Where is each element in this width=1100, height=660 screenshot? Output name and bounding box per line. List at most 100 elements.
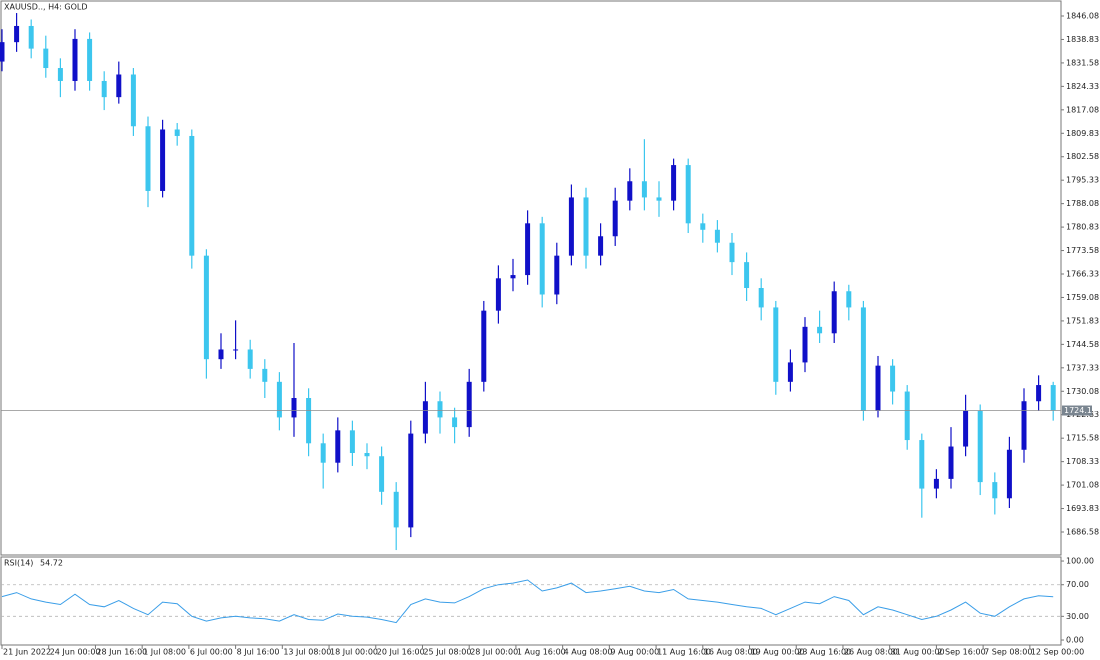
candle-body [379, 456, 385, 492]
candle-body [773, 307, 779, 382]
candle-body [320, 443, 326, 463]
y-tick-label: 100.00 [1066, 557, 1094, 566]
candle-body [101, 80, 107, 98]
candle-body [57, 68, 63, 81]
candle-body [510, 275, 516, 279]
candle-body [145, 126, 151, 191]
candle-body [802, 326, 808, 363]
candle-body [685, 165, 691, 224]
x-tick-label: 16 Aug 08:00 [704, 648, 758, 657]
candle-body [554, 255, 560, 295]
last-price-label: 1724.13 [1064, 406, 1097, 415]
candle-body [1050, 385, 1056, 411]
candle-body [627, 181, 633, 201]
y-tick-label: 1708.33 [1066, 457, 1099, 466]
candle-body [875, 365, 881, 411]
candle-body [963, 410, 969, 447]
candle-body [933, 478, 939, 489]
y-tick-label: 1809.83 [1066, 129, 1099, 138]
candle-body [335, 430, 341, 463]
last-price-box [1062, 405, 1092, 416]
candle-body [276, 381, 282, 418]
y-tick-label: 1788.08 [1066, 199, 1099, 208]
candle-body [233, 349, 239, 351]
candle-body [744, 262, 750, 289]
candle-body [349, 430, 355, 453]
candle-body [481, 310, 487, 382]
x-tick-label: 13 Jul 08:00 [283, 648, 331, 657]
y-tick-label: 1795.33 [1066, 176, 1099, 185]
x-tick-label: 4 Aug 08:00 [564, 648, 613, 657]
x-tick-label: 11 Aug 16:00 [657, 648, 711, 657]
x-tick-label: 1 Aug 16:00 [517, 648, 566, 657]
y-tick-label: 1730.08 [1066, 387, 1099, 396]
rsi-line [1, 579, 1054, 624]
candle-body [787, 362, 793, 382]
candle-body [641, 181, 647, 198]
candle-body [291, 398, 297, 418]
candle-body [831, 291, 837, 334]
candle-body [860, 307, 866, 411]
candle-body [583, 197, 589, 256]
candle-body [700, 223, 706, 230]
candle-body [525, 223, 531, 276]
y-tick-label: 1838.83 [1066, 35, 1099, 44]
candle-body [130, 74, 136, 127]
candle-body [72, 38, 78, 81]
y-tick-label: 1751.83 [1066, 316, 1099, 325]
y-tick-label: 1744.58 [1066, 340, 1099, 349]
y-tick-label: 1773.58 [1066, 246, 1099, 255]
y-tick-label: 1802.58 [1066, 152, 1099, 161]
y-tick-label: 1780.83 [1066, 223, 1099, 232]
candle-body [28, 25, 34, 49]
candle-body [846, 291, 852, 308]
x-tick-label: 2 Sep 16:00 [937, 648, 985, 657]
candle-body [1006, 449, 1012, 499]
x-tick-label: 25 Jul 08:00 [423, 648, 471, 657]
x-tick-label: 9 Aug 00:00 [610, 648, 659, 657]
candle-body [758, 288, 764, 308]
candle-body [87, 38, 93, 81]
candle-body [539, 223, 545, 295]
candle-body [904, 391, 910, 441]
x-tick-label: 28 Jun 16:00 [96, 648, 147, 657]
candle-body [948, 446, 954, 479]
candle-body [189, 135, 195, 256]
x-tick-label: 23 Aug 16:00 [797, 648, 851, 657]
candle-body [671, 165, 677, 201]
x-tick-label: 20 Jul 16:00 [377, 648, 425, 657]
candle-body [729, 242, 735, 263]
y-tick-label: 1701.08 [1066, 481, 1099, 490]
candle-body [203, 255, 209, 360]
candle-body [568, 197, 574, 256]
y-tick-label: 1737.33 [1066, 363, 1099, 372]
candle-body [422, 401, 428, 434]
candle-body [437, 401, 443, 418]
y-tick-label: 70.00 [1066, 580, 1089, 589]
x-tick-label: 31 Aug 00:00 [891, 648, 945, 657]
candle-body [218, 349, 224, 360]
x-tick-label: 24 Jun 00:00 [50, 648, 101, 657]
y-tick-label: 1824.33 [1066, 82, 1099, 91]
candle-body [598, 236, 604, 256]
y-tick-label: 30.00 [1066, 612, 1089, 621]
candle-body [364, 452, 370, 457]
chart-title: XAUUSD.., H4: GOLD [4, 3, 88, 12]
candle-body [656, 197, 662, 201]
candle-body [160, 129, 166, 191]
y-tick-label: 0.00 [1066, 636, 1084, 645]
candle-body [817, 326, 823, 334]
price-panel [0, 0, 1062, 556]
y-tick-label: 1766.33 [1066, 270, 1099, 279]
candle-body [495, 278, 501, 311]
y-tick-label: 1846.08 [1066, 12, 1099, 21]
x-tick-label: 8 Jul 16:00 [237, 648, 280, 657]
y-tick-label: 1817.08 [1066, 105, 1099, 114]
x-tick-label: 26 Aug 08:00 [844, 648, 898, 657]
candle-body [14, 25, 20, 43]
candle-body [306, 398, 312, 444]
candle-body [466, 381, 472, 428]
rsi-panel [0, 556, 1062, 646]
candle-body [0, 42, 5, 62]
